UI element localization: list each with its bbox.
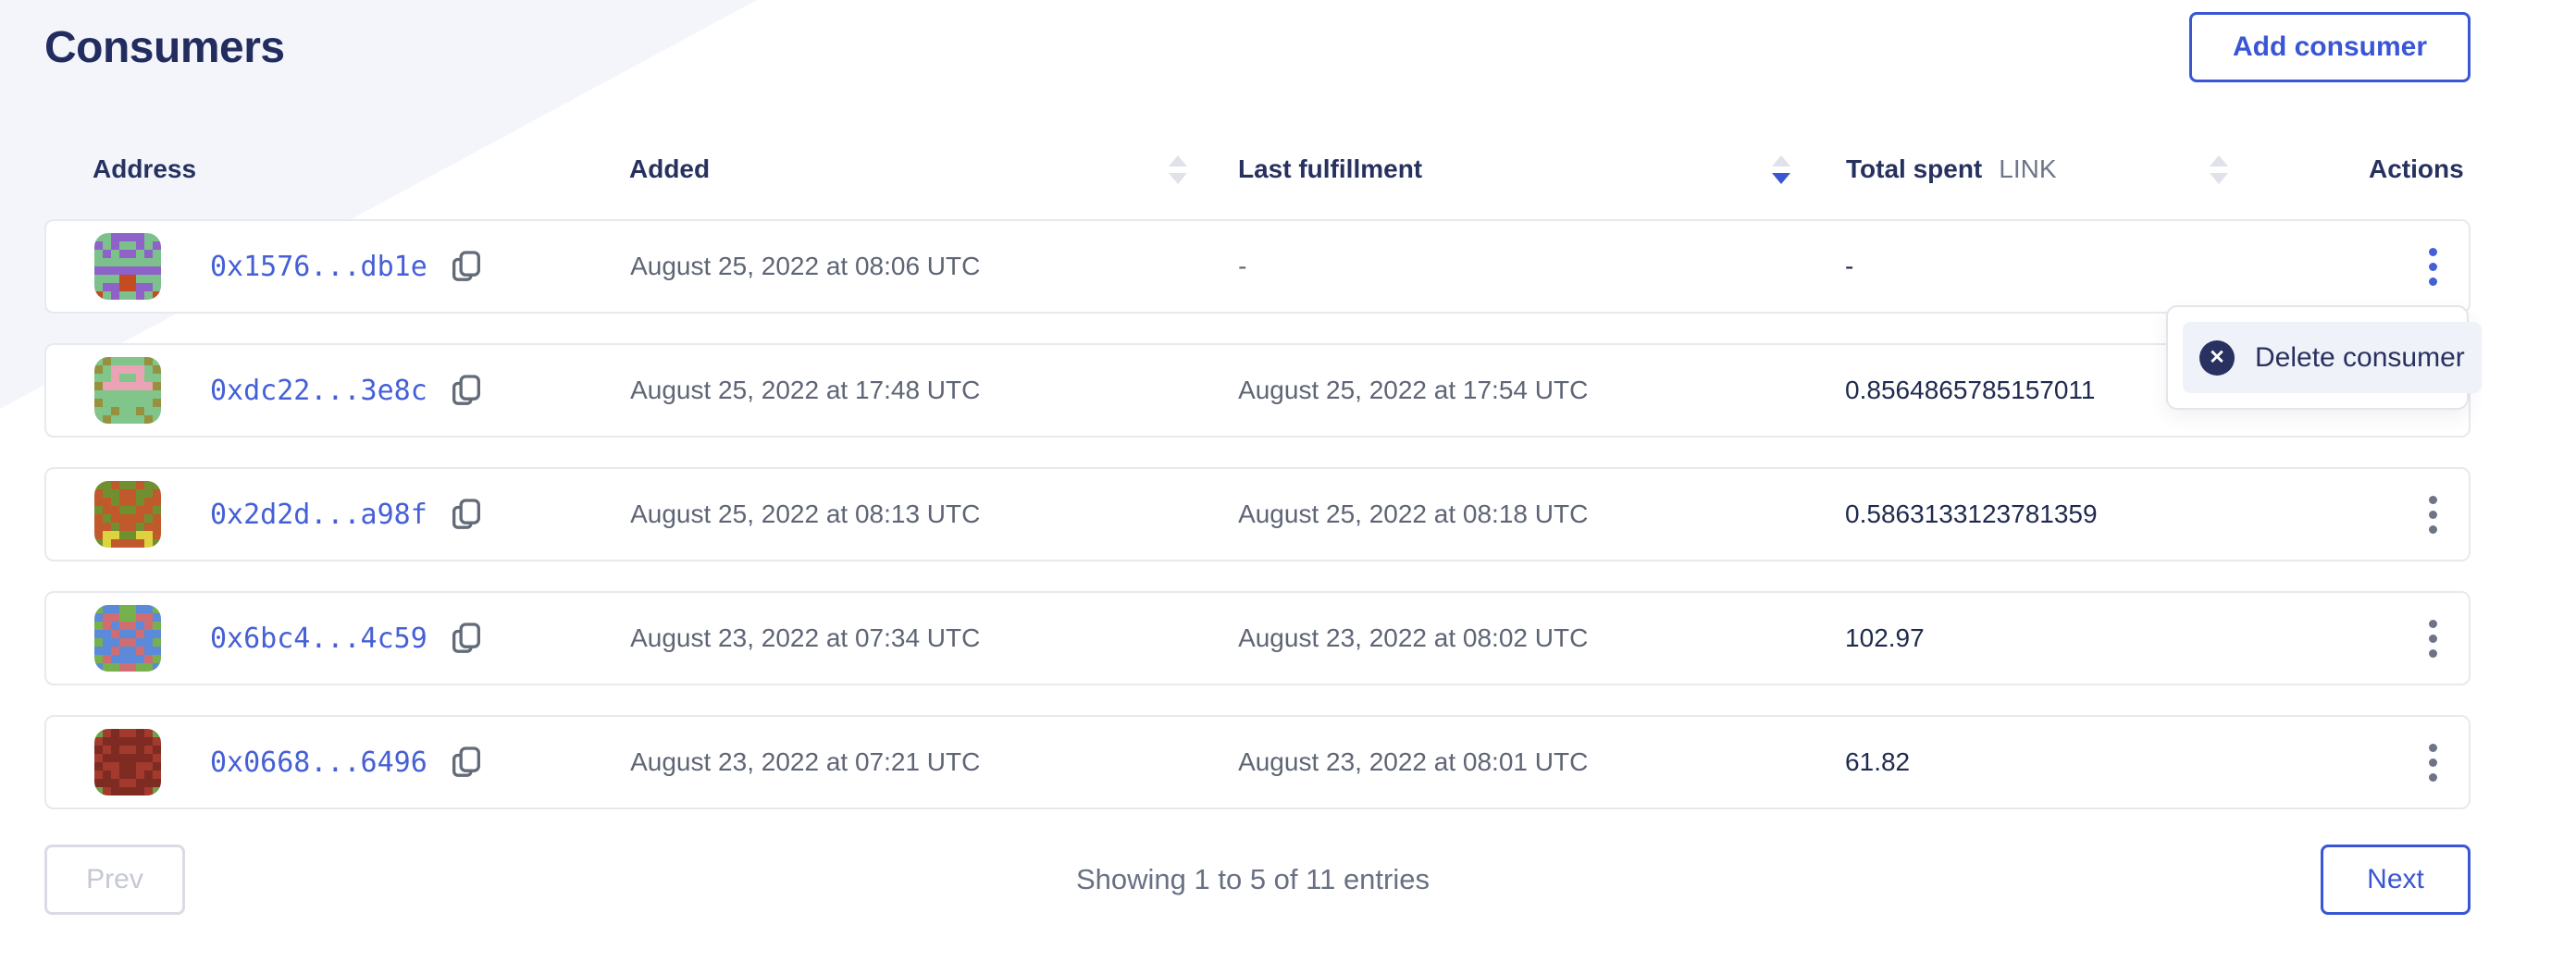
add-consumer-button[interactable]: Add consumer <box>2188 12 2471 82</box>
total-spent-value: 0.5863133123781359 <box>1845 500 2098 528</box>
total-spent-value: 61.82 <box>1845 747 1911 776</box>
row-actions-menu-button[interactable] <box>2399 599 2466 677</box>
copy-address-icon[interactable] <box>448 247 485 286</box>
prev-page-button[interactable]: Prev <box>44 845 185 915</box>
table-row: 0x0668...6496 August 23, 2022 at 07:21 U… <box>44 715 2471 809</box>
table-row: 0x2d2d...a98f August 25, 2022 at 08:13 U… <box>44 467 2471 561</box>
copy-address-icon[interactable] <box>448 371 485 410</box>
address-identicon <box>94 605 161 672</box>
row-actions-menu: ✕ Delete consumer <box>2166 305 2482 410</box>
address-identicon <box>94 481 161 548</box>
total-spent-value: 0.8564865785157011 <box>1845 376 2096 404</box>
last-fulfillment-date: - <box>1238 252 1247 280</box>
pagination: Prev Showing 1 to 5 of 11 entries Next <box>44 845 2471 915</box>
sort-arrows-icon[interactable] <box>1169 154 1187 184</box>
next-page-button[interactable]: Next <box>2321 845 2471 915</box>
added-date: August 23, 2022 at 07:34 UTC <box>630 623 981 652</box>
address-identicon <box>94 357 161 424</box>
sort-arrows-icon[interactable] <box>2210 154 2228 184</box>
copy-address-icon[interactable] <box>448 495 485 534</box>
page-header: Consumers Add consumer <box>44 0 2471 83</box>
total-spent-value: - <box>1845 252 1854 280</box>
added-date: August 25, 2022 at 08:06 UTC <box>630 252 981 280</box>
consumer-address-link[interactable]: 0x2d2d...a98f <box>210 498 427 531</box>
pagination-summary: Showing 1 to 5 of 11 entries <box>1075 863 1430 895</box>
delete-consumer-menu-item[interactable]: ✕ Delete consumer <box>2183 322 2482 393</box>
last-fulfillment-date: August 25, 2022 at 17:54 UTC <box>1238 376 1589 404</box>
table-header-row: Address Added Last fulfillment Total spe… <box>44 139 2471 200</box>
copy-address-icon[interactable] <box>448 743 485 782</box>
last-fulfillment-date: August 23, 2022 at 08:01 UTC <box>1238 747 1589 776</box>
table-row: 0x6bc4...4c59 August 23, 2022 at 07:34 U… <box>44 591 2471 685</box>
column-header-total-spent[interactable]: Total spent LINK <box>1846 154 2057 183</box>
added-date: August 25, 2022 at 08:13 UTC <box>630 500 981 528</box>
delete-consumer-label: Delete consumer <box>2255 341 2465 373</box>
x-circle-icon: ✕ <box>2199 339 2235 376</box>
column-header-address: Address <box>93 154 197 183</box>
consumer-address-link[interactable]: 0x0668...6496 <box>210 746 427 779</box>
address-identicon <box>94 729 161 796</box>
added-date: August 25, 2022 at 17:48 UTC <box>630 376 981 404</box>
table-row: 0x1576...db1e August 25, 2022 at 08:06 U… <box>44 219 2471 314</box>
copy-address-icon[interactable] <box>448 619 485 658</box>
total-spent-value: 102.97 <box>1845 623 1925 652</box>
address-identicon <box>94 233 161 300</box>
last-fulfillment-date: August 25, 2022 at 08:18 UTC <box>1238 500 1589 528</box>
link-unit-label: LINK <box>1999 154 2057 183</box>
column-header-added[interactable]: Added <box>629 154 711 183</box>
consumer-address-link[interactable]: 0x6bc4...4c59 <box>210 622 427 655</box>
row-actions-menu-button[interactable] <box>2399 228 2466 305</box>
added-date: August 23, 2022 at 07:21 UTC <box>630 747 981 776</box>
column-header-actions: Actions <box>2369 154 2464 183</box>
column-header-last-fulfillment[interactable]: Last fulfillment <box>1238 154 1423 183</box>
sort-arrows-icon[interactable] <box>1772 154 1790 184</box>
consumer-address-link[interactable]: 0xdc22...3e8c <box>210 374 427 407</box>
row-actions-menu-button[interactable] <box>2399 475 2466 553</box>
last-fulfillment-date: August 23, 2022 at 08:02 UTC <box>1238 623 1589 652</box>
table-row: 0xdc22...3e8c August 25, 2022 at 17:48 U… <box>44 343 2471 438</box>
page-title: Consumers <box>44 22 285 72</box>
consumer-address-link[interactable]: 0x1576...db1e <box>210 250 427 283</box>
row-actions-menu-button[interactable] <box>2399 723 2466 801</box>
